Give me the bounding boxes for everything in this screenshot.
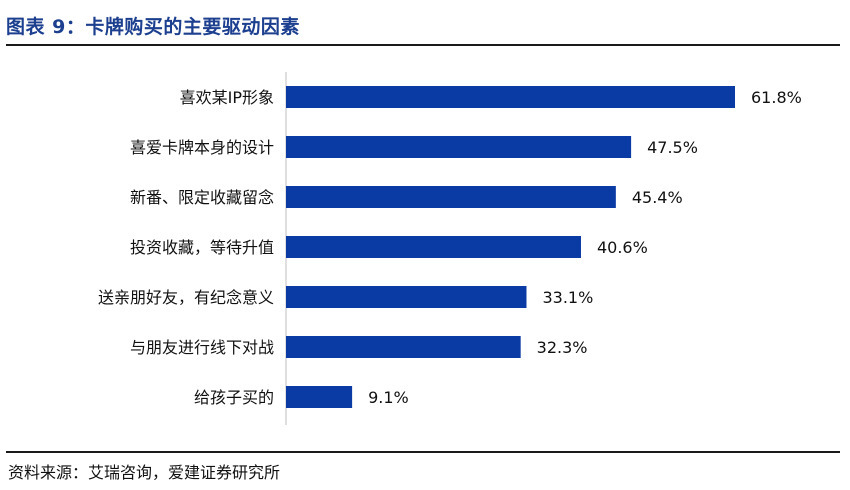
value-label: 33.1% [542,288,593,307]
bar [286,86,735,108]
bar [286,286,527,308]
value-label: 40.6% [597,238,648,257]
value-label: 61.8% [751,88,802,107]
value-label: 47.5% [647,138,698,157]
bar [286,186,616,208]
bar [286,336,521,358]
category-label: 送亲朋好友，有纪念意义 [98,288,274,307]
category-label: 与朋友进行线下对战 [130,338,274,357]
category-label: 给孩子买的 [194,388,274,407]
source-note: 资料来源：艾瑞咨询，爱建证券研究所 [8,463,281,482]
category-label: 喜欢某IP形象 [180,88,274,107]
value-label: 9.1% [368,388,409,407]
category-label: 喜爱卡牌本身的设计 [130,138,274,157]
category-label: 投资收藏，等待升值 [130,238,274,257]
bar [286,386,353,408]
value-label: 45.4% [632,188,683,207]
category-label: 新番、限定收藏留念 [130,188,274,207]
title-divider [6,44,840,46]
bar [286,236,581,258]
source-divider [6,451,840,453]
value-label: 32.3% [537,338,588,357]
bar [286,136,632,158]
figure-title: 图表 9：卡牌购买的主要驱动因素 [6,16,300,38]
